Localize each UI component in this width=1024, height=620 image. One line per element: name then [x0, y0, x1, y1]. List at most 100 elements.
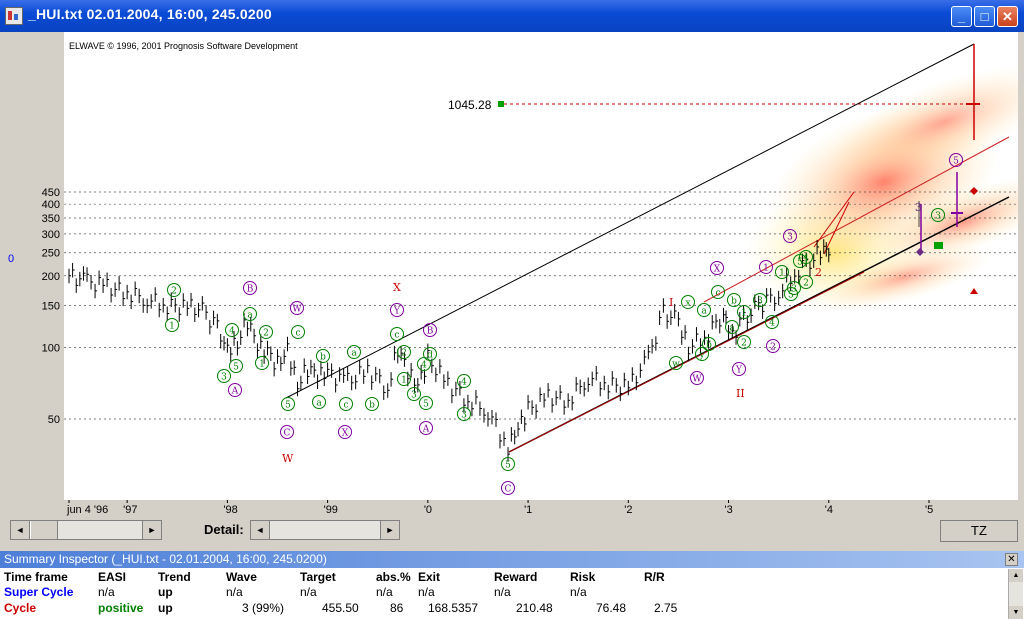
wave-circle-label: c: [390, 327, 404, 341]
svg-text:1: 1: [741, 309, 747, 319]
wave-circle-label: b: [365, 397, 379, 411]
svg-text:2: 2: [401, 349, 407, 359]
detail-slider[interactable]: ◄ ►: [250, 520, 400, 540]
inspector-close-icon[interactable]: ✕: [1005, 553, 1018, 566]
wave-circle-label: a: [697, 303, 711, 317]
inspector-table: Time frame EASI Trend Wave Target abs.% …: [0, 569, 1008, 620]
svg-text:c: c: [295, 329, 300, 339]
window-title: _HUI.txt 02.01.2004, 16:00, 245.0200: [28, 6, 272, 22]
row-easi: n/a: [98, 585, 115, 599]
maximize-button[interactable]: □: [974, 6, 995, 27]
tz-button[interactable]: TZ: [940, 520, 1018, 542]
wave-circle-label: 1: [397, 372, 411, 386]
wave-circle-label: 5: [949, 153, 963, 167]
scroll-up-icon[interactable]: ▲: [1009, 569, 1023, 582]
wave-circle-label: 3: [753, 293, 767, 307]
column-header: Wave: [226, 570, 257, 584]
svg-text:b: b: [320, 353, 326, 363]
wave-circle-label: 2: [167, 283, 181, 297]
svg-text:3: 3: [411, 391, 417, 401]
row-rr: 2.75: [654, 601, 678, 615]
svg-text:b: b: [369, 401, 375, 411]
svg-text:C: C: [284, 429, 291, 439]
wave-circle-label: B: [423, 323, 437, 337]
scroll-left-icon[interactable]: ◄: [11, 521, 30, 539]
close-icon: ✕: [1002, 9, 1013, 24]
wave-circle-label: a: [243, 307, 257, 321]
scroll-down-icon[interactable]: ▼: [1009, 606, 1023, 619]
time-axis-svg: jun 4 '96 '97 '98 '99 '0 '1 '2 '3 '4 '5: [66, 500, 933, 516]
wave-circle-label: C: [501, 481, 515, 495]
wave-circle-label: 4: [417, 357, 431, 371]
svg-text:c: c: [343, 401, 348, 411]
svg-text:3: 3: [221, 373, 227, 383]
svg-text:W: W: [292, 305, 302, 315]
row-timeframe[interactable]: Super Cycle: [4, 585, 74, 599]
title-bar: _HUI.txt 02.01.2004, 16:00, 245.0200 _ □…: [0, 0, 1024, 32]
target-marker[interactable]: [498, 101, 504, 107]
wave-circle-label: a: [725, 320, 739, 334]
chart-area[interactable]: ELWAVE © 1996, 2001 Prognosis Software D…: [64, 32, 1024, 500]
svg-text:1: 1: [779, 269, 785, 279]
row-reward: 210.48: [516, 601, 553, 615]
time-scrollbar[interactable]: ◄ ►: [10, 520, 162, 540]
svg-text:1: 1: [763, 264, 769, 274]
minimize-button[interactable]: _: [951, 6, 972, 27]
y-tick-label: 300: [42, 229, 60, 241]
projection-line: [823, 201, 850, 255]
row-risk: n/a: [570, 585, 587, 599]
chart-app-icon[interactable]: [5, 7, 23, 25]
row-abs: n/a: [376, 585, 393, 599]
column-header: Exit: [418, 570, 441, 584]
wave-circle-label: 2: [737, 335, 751, 349]
detail-right-icon[interactable]: ►: [380, 521, 399, 539]
scroll-thumb[interactable]: [30, 521, 58, 539]
wave-circle-label: 3: [783, 229, 797, 243]
row-abs: 86: [390, 601, 404, 615]
wave-circle-label: C: [280, 425, 294, 439]
detail-left-icon[interactable]: ◄: [251, 521, 270, 539]
svg-text:x: x: [685, 299, 690, 309]
row-reward: n/a: [494, 585, 511, 599]
scroll-right-icon[interactable]: ►: [142, 521, 161, 539]
x-tick-label: '98: [223, 504, 237, 516]
x-tick-label: '4: [825, 504, 833, 516]
svg-text:X: X: [342, 429, 349, 439]
inspector-scrollbar[interactable]: ▲ ▼: [1008, 569, 1023, 619]
svg-text:3: 3: [787, 233, 793, 243]
price-axis: 50 100 150 200 250 300 350 400 450 0: [6, 32, 65, 500]
time-axis: jun 4 '96 '97 '98 '99 '0 '1 '2 '3 '4 '5: [64, 500, 1018, 518]
svg-text:1: 1: [401, 376, 407, 386]
triangle-marker: [970, 288, 978, 294]
svg-text:5: 5: [285, 401, 291, 411]
y-tick-label: 100: [42, 342, 60, 354]
x-tick-label: '1: [524, 504, 532, 516]
wave-circle-label: A: [228, 383, 242, 397]
price-chart[interactable]: ELWAVE © 1996, 2001 Prognosis Software D…: [64, 32, 1024, 500]
svg-text:a: a: [729, 324, 735, 334]
wave-circle-label: d: [423, 347, 437, 361]
wave-circle-label: a: [347, 345, 361, 359]
wave-circle-label: B: [243, 281, 257, 295]
projection-marker: [934, 242, 943, 249]
svg-text:A: A: [422, 425, 430, 435]
svg-text:Y: Y: [393, 307, 401, 317]
close-button[interactable]: ✕: [997, 6, 1018, 27]
row-exit: 168.5357: [428, 601, 479, 615]
wave-circle-label: 3: [931, 208, 945, 222]
row-trend: up: [158, 585, 173, 599]
wave-circle-label: x: [681, 295, 695, 309]
row-timeframe[interactable]: Cycle: [4, 601, 37, 615]
wave-circle-label: b: [316, 349, 330, 363]
row-trend: up: [158, 601, 173, 615]
svg-text:3: 3: [461, 411, 467, 421]
column-header: R/R: [644, 570, 665, 584]
svg-text:y: y: [698, 351, 705, 361]
wave-label: 3: [915, 201, 922, 214]
wave-circle-label: c: [711, 285, 725, 299]
column-header: Time frame: [4, 570, 68, 584]
wave-circle-label: W: [290, 301, 304, 315]
wave-circle-label: a: [312, 395, 326, 409]
y-tick-label: 250: [42, 248, 60, 260]
